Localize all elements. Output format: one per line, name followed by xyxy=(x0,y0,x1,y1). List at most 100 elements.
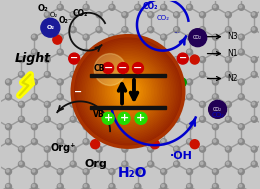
Circle shape xyxy=(251,116,257,122)
Circle shape xyxy=(161,184,167,189)
Circle shape xyxy=(84,5,87,8)
Circle shape xyxy=(135,94,141,100)
Circle shape xyxy=(136,50,138,53)
Circle shape xyxy=(72,36,184,147)
Circle shape xyxy=(19,102,22,105)
Circle shape xyxy=(103,63,114,74)
Circle shape xyxy=(187,184,190,187)
Bar xyxy=(90,106,166,109)
Circle shape xyxy=(238,49,244,55)
Circle shape xyxy=(136,95,138,98)
Circle shape xyxy=(123,147,126,150)
Circle shape xyxy=(174,28,177,30)
Circle shape xyxy=(135,124,141,130)
Circle shape xyxy=(213,184,216,187)
Circle shape xyxy=(102,66,153,117)
Circle shape xyxy=(44,57,50,63)
Circle shape xyxy=(97,162,100,165)
Circle shape xyxy=(96,161,102,167)
Circle shape xyxy=(71,162,74,165)
Circle shape xyxy=(96,101,102,107)
Circle shape xyxy=(174,13,177,15)
Circle shape xyxy=(57,49,63,55)
Text: CO₂: CO₂ xyxy=(212,112,225,118)
Circle shape xyxy=(199,146,205,152)
Circle shape xyxy=(122,27,128,33)
Circle shape xyxy=(98,61,158,122)
Circle shape xyxy=(70,12,76,18)
Circle shape xyxy=(161,169,167,175)
Circle shape xyxy=(110,74,146,109)
Circle shape xyxy=(44,71,50,77)
Circle shape xyxy=(161,95,164,98)
Circle shape xyxy=(149,147,151,150)
Circle shape xyxy=(212,49,218,55)
Circle shape xyxy=(135,169,141,175)
Circle shape xyxy=(58,80,61,83)
Circle shape xyxy=(239,169,242,172)
Circle shape xyxy=(161,49,167,55)
Circle shape xyxy=(122,85,134,98)
Circle shape xyxy=(32,95,35,98)
Circle shape xyxy=(97,28,100,30)
Circle shape xyxy=(135,4,141,10)
Text: −: − xyxy=(118,63,128,73)
Text: CO₂: CO₂ xyxy=(157,15,170,21)
Circle shape xyxy=(123,57,126,60)
Circle shape xyxy=(109,72,147,111)
Circle shape xyxy=(84,50,87,53)
Circle shape xyxy=(5,169,11,175)
Text: −: − xyxy=(179,53,187,63)
Circle shape xyxy=(123,162,126,165)
Circle shape xyxy=(32,184,35,187)
Circle shape xyxy=(75,39,181,144)
Circle shape xyxy=(135,79,141,85)
Circle shape xyxy=(199,116,205,122)
Circle shape xyxy=(109,34,115,40)
Circle shape xyxy=(84,139,87,142)
Circle shape xyxy=(84,169,87,172)
Circle shape xyxy=(69,53,80,64)
Circle shape xyxy=(122,146,128,152)
Circle shape xyxy=(53,35,62,44)
Circle shape xyxy=(174,147,177,150)
Circle shape xyxy=(83,49,89,55)
Circle shape xyxy=(109,94,115,100)
Circle shape xyxy=(212,124,218,130)
Circle shape xyxy=(97,13,100,15)
Circle shape xyxy=(200,162,203,165)
Circle shape xyxy=(174,101,180,107)
Circle shape xyxy=(225,146,231,152)
Circle shape xyxy=(187,80,190,83)
Circle shape xyxy=(161,169,164,172)
Circle shape xyxy=(148,27,154,33)
Circle shape xyxy=(226,117,229,120)
Circle shape xyxy=(122,116,128,122)
Circle shape xyxy=(44,12,50,18)
Text: ·OH: ·OH xyxy=(170,151,193,161)
Circle shape xyxy=(96,12,102,18)
Text: CB: CB xyxy=(93,64,105,73)
Circle shape xyxy=(6,125,9,127)
Circle shape xyxy=(88,52,168,131)
Circle shape xyxy=(84,80,87,83)
Circle shape xyxy=(148,12,154,18)
Circle shape xyxy=(213,139,216,142)
Circle shape xyxy=(44,146,50,152)
Circle shape xyxy=(18,146,24,152)
Circle shape xyxy=(31,124,37,130)
Circle shape xyxy=(212,94,218,100)
Circle shape xyxy=(45,102,48,105)
Circle shape xyxy=(200,147,203,150)
Circle shape xyxy=(251,161,257,167)
Circle shape xyxy=(120,84,136,99)
Circle shape xyxy=(174,57,177,60)
Circle shape xyxy=(251,57,257,63)
Circle shape xyxy=(251,71,257,77)
Text: N3: N3 xyxy=(228,32,238,41)
Circle shape xyxy=(77,40,179,142)
Circle shape xyxy=(136,5,138,8)
Circle shape xyxy=(238,139,244,145)
Circle shape xyxy=(31,94,37,100)
Circle shape xyxy=(150,140,159,149)
